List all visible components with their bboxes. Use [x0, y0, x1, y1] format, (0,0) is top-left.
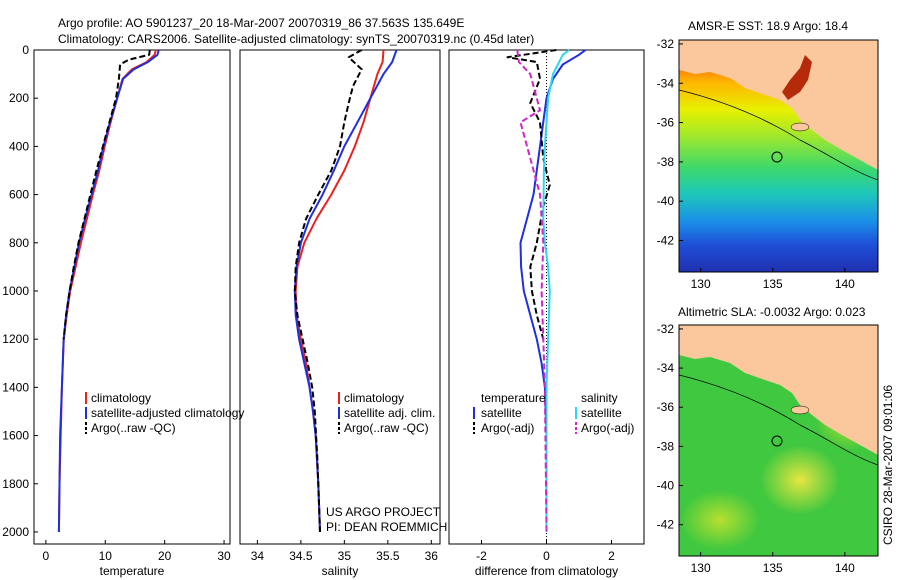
y-tick-label: 1000: [2, 284, 29, 298]
legend-title-temperature: temperature: [481, 391, 546, 405]
map-y-tick-label: -36: [657, 400, 675, 414]
series-temperature-argo: [506, 49, 557, 340]
map-y-tick-label: -38: [657, 439, 675, 453]
legend-satellite: satellite-adjusted climatology: [91, 406, 244, 420]
sst-island: [790, 122, 810, 132]
x-tick-label: 36: [425, 549, 439, 563]
sst-gulf: [782, 55, 812, 100]
map-y-tick-label: -40: [657, 479, 675, 493]
legend-temp-argo: Argo(-adj): [481, 421, 534, 435]
y-tick-label: 0: [22, 43, 29, 57]
project-annotation: US ARGO PROJECT: [326, 505, 441, 519]
sla-frame: [678, 324, 879, 557]
legend-temp-satellite: satellite: [481, 406, 522, 420]
x-axis-label: temperature: [100, 564, 165, 578]
sst-map-title: AMSR-E SST: 18.9 Argo: 18.4: [688, 19, 848, 33]
y-tick-label: 1600: [2, 429, 29, 443]
sst-axes: 130 135 140 -32 -34 -36 -38 -40 -42: [657, 37, 856, 291]
sst-map: 130 135 140 -32 -34 -36 -38 -40 -42: [657, 37, 879, 291]
temperature-plot: 0 10 20 30 0 200 400 600 800 1000 1200 1400 1600 1800…: [2, 43, 231, 578]
map-x-tick-label: 135: [763, 561, 783, 575]
series-temperature-satellite: [519, 49, 587, 532]
legend-sal-satellite: satellite: [581, 406, 622, 420]
salinity-panel: [239, 49, 441, 545]
x-tick-label: 34.5: [289, 549, 313, 563]
x-tick-label: 35.5: [376, 549, 400, 563]
legend-sal-argo: Argo(-adj): [581, 421, 634, 435]
y-tick-label: 1400: [2, 380, 29, 394]
pi-annotation: PI: DEAN ROEMMICH: [326, 520, 447, 534]
x-tick-label: 20: [158, 549, 172, 563]
x-tick-label: 2: [608, 549, 615, 563]
series-salinity-satellite: [542, 49, 570, 532]
sst-land: [679, 40, 878, 170]
salinity-legend: climatology satellite adj. clim. Argo(..…: [326, 391, 447, 534]
map-x-tick-label: 130: [691, 561, 711, 575]
map-x-tick-label: 130: [691, 277, 711, 291]
sla-anomaly: [760, 445, 840, 515]
map-y-tick-label: -34: [657, 76, 675, 90]
map-x-tick-label: 140: [835, 561, 855, 575]
legend-title-salinity: salinity: [581, 391, 618, 405]
sla-map: 130 135 140 -32 -34 -36 -38 -40 -42: [657, 322, 879, 575]
series-satellite: [293, 49, 398, 533]
temperature-panel: [33, 49, 231, 545]
map-x-tick-label: 140: [835, 277, 855, 291]
map-y-tick-label: -42: [657, 234, 675, 248]
map-y-tick-label: -36: [657, 116, 675, 130]
sla-argo-marker: [771, 435, 783, 447]
series-salinity-argo: [516, 49, 548, 533]
x-tick-label: 0: [543, 549, 550, 563]
y-tick-label: 800: [9, 236, 29, 250]
series-argo: [62, 49, 151, 340]
x-tick-label: 10: [99, 549, 113, 563]
map-y-tick-label: -32: [657, 322, 675, 336]
y-tick-label: 600: [9, 188, 29, 202]
x-axis-label: difference from climatology: [475, 564, 618, 578]
header-line2: Climatology: CARS2006. Satellite-adjuste…: [58, 32, 534, 46]
x-tick-label: -2: [476, 549, 487, 563]
map-y-tick-label: -32: [657, 37, 675, 51]
legend-climatology: climatology: [344, 391, 404, 405]
y-tick-label: 200: [9, 91, 29, 105]
map-y-tick-label: -40: [657, 194, 675, 208]
difference-legend: temperature salinity satellite Argo(-adj…: [473, 391, 634, 435]
legend-argo: Argo(..raw -QC): [91, 421, 176, 435]
map-y-tick-label: -34: [657, 361, 675, 375]
salinity-plot: 34 34.5 35 35.5 36 salinity: [251, 49, 439, 578]
sla-isobath: [679, 374, 878, 466]
series-argo: [293, 49, 363, 533]
header-line1: Argo profile: AO 5901237_20 18-Mar-2007 …: [58, 16, 464, 30]
temperature-legend: climatology satellite-adjusted climatolo…: [85, 391, 244, 435]
legend-argo: Argo(..raw -QC): [344, 421, 429, 435]
x-axis-label: salinity: [322, 564, 359, 578]
sst-frame: [678, 39, 879, 273]
map-y-tick-label: -42: [657, 518, 675, 532]
y-tick-label: 1800: [2, 477, 29, 491]
y-tick-label: 2000: [2, 525, 29, 539]
sla-axes: 130 135 140 -32 -34 -36 -38 -40 -42: [657, 322, 856, 575]
sla-island: [790, 405, 810, 415]
legend-climatology: climatology: [91, 391, 151, 405]
x-tick-label: 34: [251, 549, 265, 563]
map-y-tick-label: -38: [657, 155, 675, 169]
y-tick-label: 400: [9, 139, 29, 153]
x-tick-label: 0: [43, 549, 50, 563]
sst-argo-marker: [771, 151, 783, 163]
sst-isobath: [679, 89, 878, 181]
y-tick-label: 1200: [2, 332, 29, 346]
x-tick-label: 30: [217, 549, 231, 563]
sla-anomaly: [680, 490, 760, 550]
legend-satellite: satellite adj. clim.: [344, 406, 435, 420]
map-x-tick-label: 135: [763, 277, 783, 291]
timestamp: CSIRO 28-Mar-2007 09:01:06: [881, 385, 895, 545]
sla-gulf: [782, 340, 812, 385]
sla-map-title: Altimetric SLA: -0.0032 Argo: 0.023: [678, 305, 866, 319]
sla-land: [679, 325, 878, 455]
x-tick-label: 35: [338, 549, 352, 563]
